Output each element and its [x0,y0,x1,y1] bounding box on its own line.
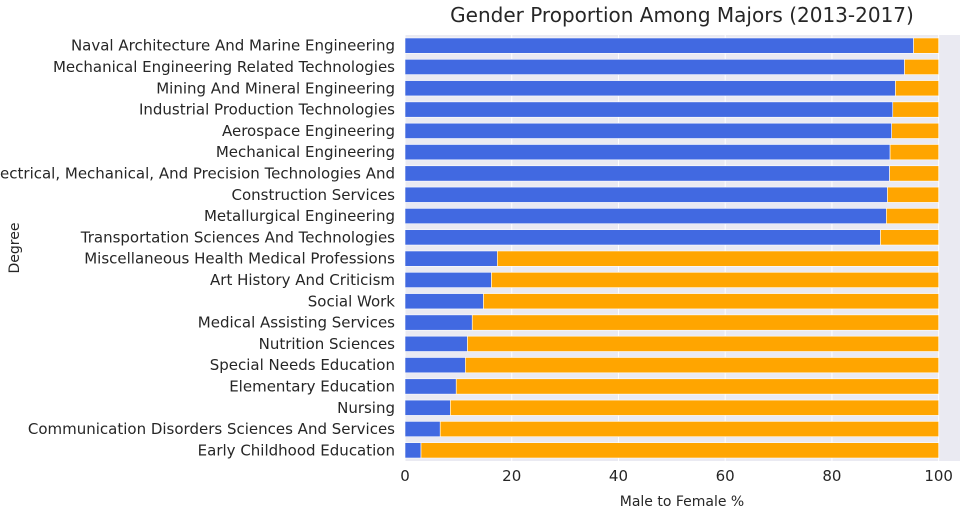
female-bar [889,165,939,182]
male-bar [404,335,468,352]
y-tick-label: Mechanical Engineering Related Technolog… [53,58,395,76]
y-tick-label: Medical Assisting Services [198,314,395,332]
male-bar [404,229,881,246]
male-bar [404,357,466,374]
y-tick-label: Nursing [337,399,395,417]
female-bar [439,421,939,438]
y-tick-label: Miscellaneous Health Medical Professions [84,250,395,268]
plot-background [405,35,960,461]
y-tick-label: Social Work [308,292,396,310]
female-bar [450,399,939,416]
male-bar [404,208,887,225]
male-bar [404,144,891,161]
female-bar [891,122,939,139]
bars [404,37,939,459]
female-bar [892,101,939,118]
female-bar [895,80,939,97]
y-tick-label: Communication Disorders Sciences And Ser… [28,420,395,438]
female-bar [886,208,939,225]
x-axis-title: Male to Female % [620,494,745,510]
male-bar [404,58,905,75]
male-bar [404,165,890,182]
female-bar [880,229,939,246]
chart-title: Gender Proportion Among Majors (2013-201… [450,3,914,27]
y-tick-label: Construction Services [231,186,395,204]
female-bar [420,442,939,459]
x-tick-label: 100 [924,467,953,485]
y-tick-labels: Naval Architecture And Marine Engineerin… [0,37,395,460]
male-bar [404,442,422,459]
y-tick-label: Nutrition Sciences [259,335,396,353]
y-tick-label: Industrial Production Technologies [139,101,395,119]
female-bar [913,37,939,54]
male-bar [404,37,914,54]
female-bar [889,144,939,161]
y-tick-label: Elementary Education [229,377,395,395]
female-bar [455,378,939,395]
male-bar [404,250,498,267]
female-bar [483,293,939,310]
x-tick-label: 80 [822,467,841,485]
y-tick-label: Mining And Mineral Engineering [156,79,395,97]
y-tick-label: Transportation Sciences And Technologies [80,228,395,246]
y-axis-title: Degree [7,223,23,274]
male-bar [404,80,896,97]
female-bar [465,357,939,374]
female-bar [904,58,939,75]
y-tick-label: Aerospace Engineering [222,122,395,140]
male-bar [404,101,894,118]
x-tick-label: 0 [400,467,410,485]
female-bar [471,314,939,331]
male-bar [404,314,473,331]
male-bar [404,421,441,438]
y-tick-label: Art History And Criticism [210,271,395,289]
x-tick-labels: 0 20 40 60 80 100 [400,467,953,485]
y-tick-label: Electrical, Mechanical, And Precision Te… [0,164,395,182]
y-tick-label: Special Needs Education [210,356,395,374]
y-tick-label: Mechanical Engineering [216,143,395,161]
male-bar [404,399,451,416]
y-tick-label: Naval Architecture And Marine Engineerin… [71,37,395,55]
female-bar [887,186,939,203]
x-tick-label: 60 [716,467,735,485]
male-bar [404,378,457,395]
male-bar [404,186,888,203]
female-bar [497,250,939,267]
y-tick-label: Early Childhood Education [198,441,395,459]
x-tick-label: 20 [502,467,521,485]
male-bar [404,293,484,310]
male-bar [404,122,892,139]
male-bar [404,271,492,288]
female-bar [467,335,939,352]
x-tick-label: 40 [609,467,628,485]
female-bar [491,271,939,288]
y-tick-label: Metallurgical Engineering [204,207,395,225]
